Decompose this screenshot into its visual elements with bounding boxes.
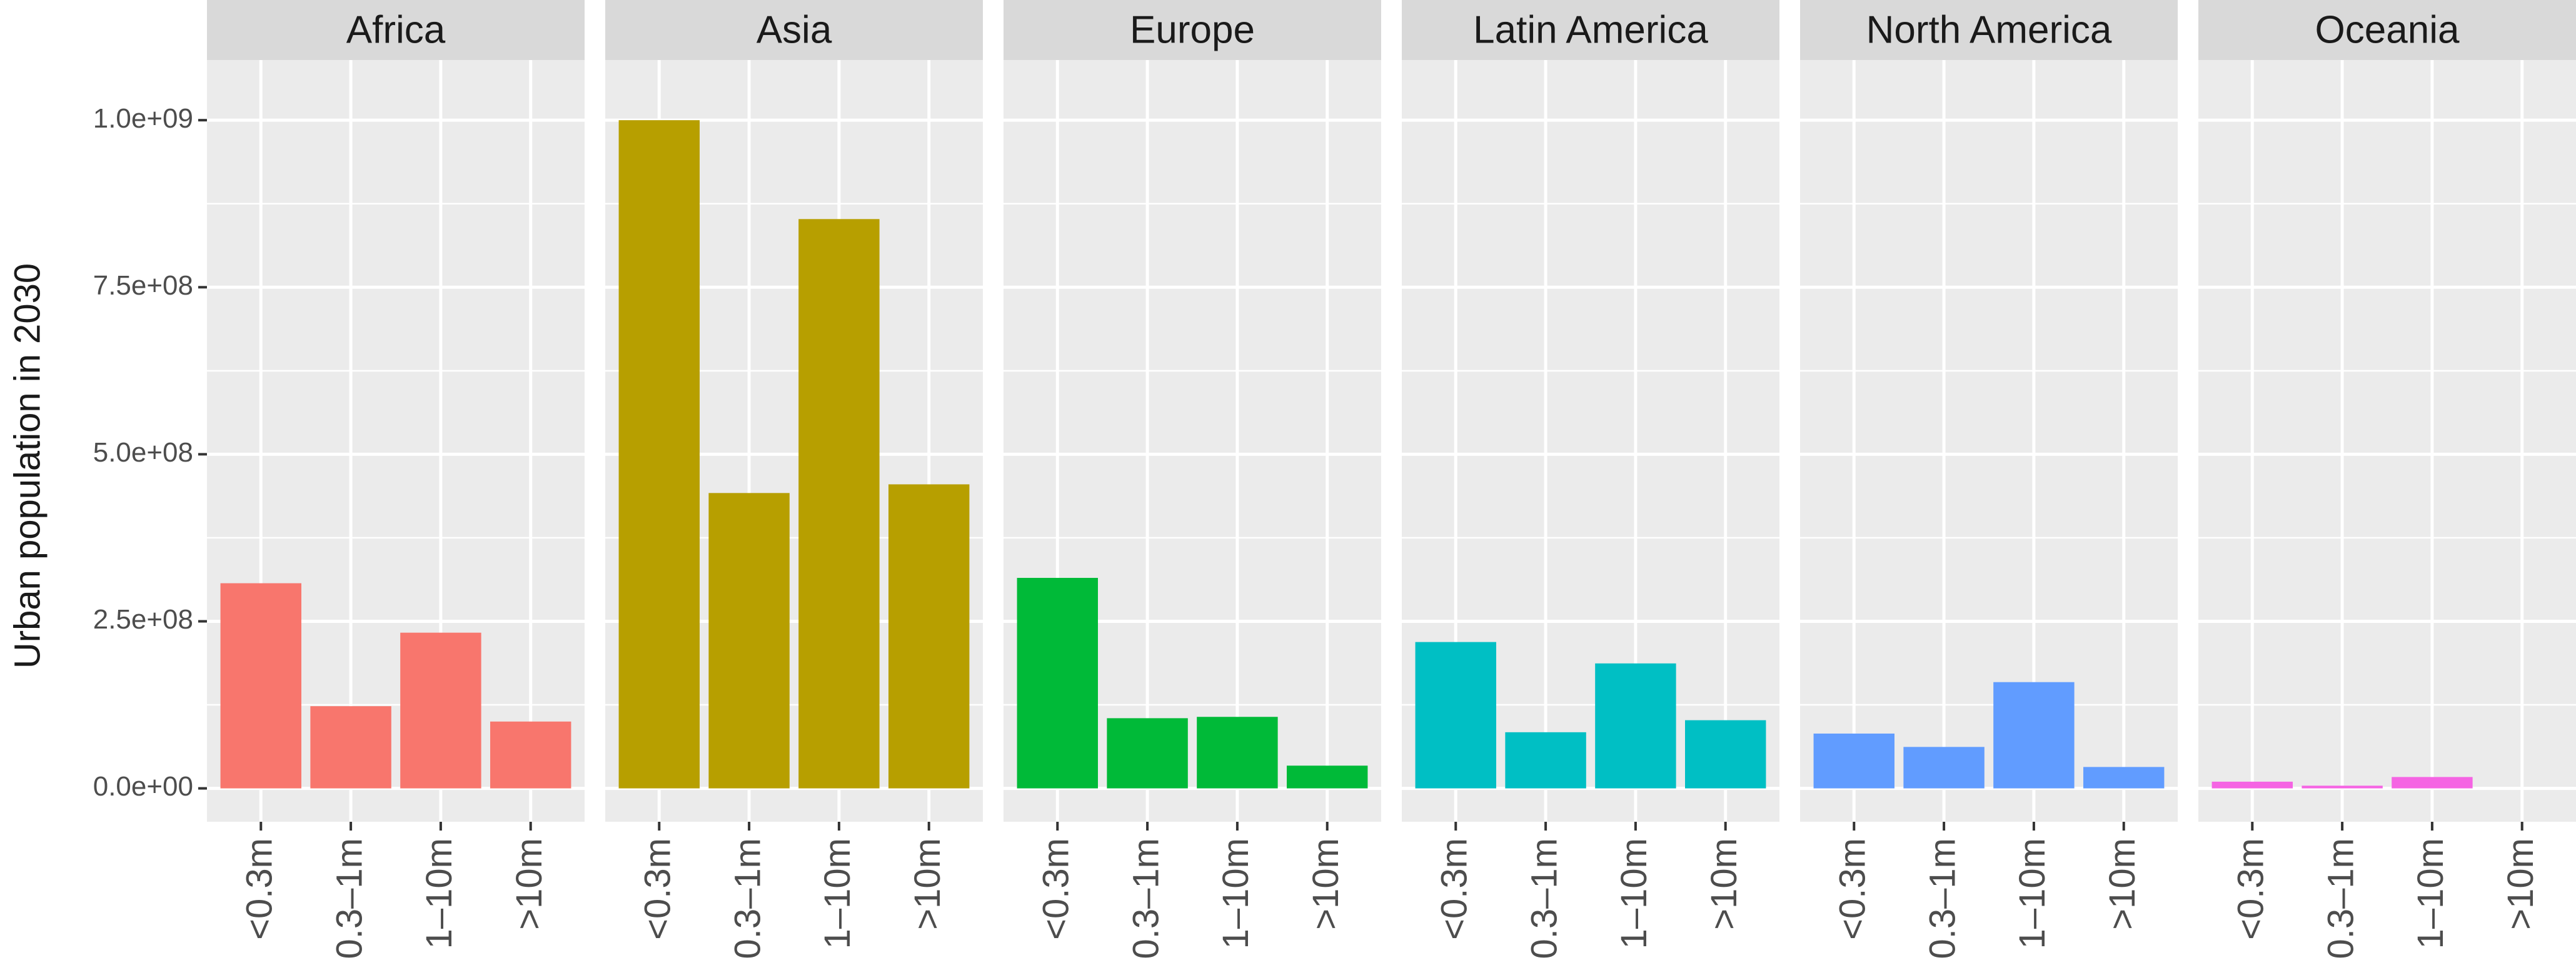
bar [2211, 781, 2293, 789]
bar [1017, 578, 1098, 789]
facet-panel-europe: Europe <0.3m 0.3–1m 1–10m >10m [1004, 0, 1381, 959]
x-tick-label: 0.3–1m [1922, 838, 1963, 959]
x-tick-label: >10m [509, 838, 550, 930]
bar [1813, 733, 1894, 789]
facet-strip [1402, 0, 1779, 60]
x-tick-label: 1–10m [419, 838, 460, 949]
facet-panel-oceania: Oceania <0.3m 0.3–1m 1–10m >10m [2198, 0, 2576, 959]
facet-strip-label: Europe [1130, 8, 1255, 51]
y-axis: 0.0e+00 2.5e+08 5.0e+08 7.5e+08 1.0e+09 [93, 103, 207, 802]
x-tick-label: 0.3–1m [727, 838, 768, 959]
x-tick-label: 0.3–1m [1524, 838, 1564, 959]
x-tick-label: 1–10m [2410, 838, 2451, 949]
bar [220, 583, 301, 789]
bar [798, 219, 880, 789]
x-tick-label: 0.3–1m [329, 838, 370, 959]
x-tick-label: 1–10m [1614, 838, 1654, 949]
bar [888, 484, 970, 789]
bar [1993, 682, 2075, 789]
x-tick-label: >10m [1306, 838, 1346, 930]
x-tick-label: <0.3m [239, 838, 280, 940]
bar [1903, 747, 1985, 789]
x-tick-label: <0.3m [638, 838, 678, 940]
bar [310, 706, 391, 789]
facet-strip-label: North America [1866, 8, 2112, 51]
bar [2392, 777, 2473, 789]
facet-panel-north-america: North America <0.3m 0.3–1m 1–10m >10m [1800, 0, 2178, 959]
facet-strip [2198, 0, 2576, 60]
facet-strip [1800, 0, 2178, 60]
y-tick-label: 2.5e+08 [93, 604, 193, 635]
y-tick-label: 0.0e+00 [93, 771, 193, 802]
facet-strip [1004, 0, 1381, 60]
x-tick-label: <0.3m [1434, 838, 1475, 940]
x-tick-label: >10m [1704, 838, 1744, 930]
x-tick-label: 0.3–1m [2320, 838, 2361, 959]
bar [1287, 765, 1368, 789]
bar [1685, 720, 1766, 789]
x-tick-label: 1–10m [1215, 838, 1256, 949]
bar [1415, 642, 1496, 789]
bar [1595, 663, 1676, 789]
y-axis-title: Urban population in 2030 [7, 263, 48, 669]
facet-strip [605, 0, 983, 60]
facet-strip-label: Latin America [1473, 8, 1708, 51]
panel-background [1800, 60, 2178, 822]
x-tick-label: >10m [2102, 838, 2143, 930]
facet-strip-label: Asia [757, 8, 832, 51]
facet-panels: Africa <0.3m 0.3–1m 1–10m >10m Asia <0.3m 0.3–1… [207, 0, 2576, 959]
x-tick-label: 1–10m [817, 838, 858, 949]
x-tick-label: >10m [907, 838, 948, 930]
y-tick-label: 7.5e+08 [93, 270, 193, 301]
x-tick-label: 0.3–1m [1125, 838, 1166, 959]
bar [1107, 718, 1188, 789]
panel-background [2198, 60, 2576, 822]
bar [618, 120, 700, 789]
bar [708, 493, 790, 789]
facet-panel-latin-america: Latin America <0.3m 0.3–1m 1–10m >10m [1402, 0, 1779, 959]
facet-strip-label: Africa [346, 8, 446, 51]
bar [2083, 767, 2165, 789]
x-tick-label: >10m [2500, 838, 2541, 930]
facet-strip [207, 0, 585, 60]
y-tick-label: 1.0e+09 [93, 103, 193, 134]
facet-panel-asia: Asia <0.3m 0.3–1m 1–10m >10m [605, 0, 983, 959]
bar [400, 632, 481, 789]
x-tick-label: <0.3m [1036, 838, 1077, 940]
x-tick-label: <0.3m [2231, 838, 2272, 940]
bar [490, 721, 571, 789]
facet-panel-africa: Africa <0.3m 0.3–1m 1–10m >10m [207, 0, 585, 959]
x-tick-label: 1–10m [2012, 838, 2053, 949]
facet-strip-label: Oceania [2315, 8, 2460, 51]
x-tick-label: <0.3m [1833, 838, 1873, 940]
bar [1197, 717, 1278, 789]
bar [1505, 732, 1586, 789]
y-tick-label: 5.0e+08 [93, 437, 193, 468]
bar [2302, 786, 2383, 789]
